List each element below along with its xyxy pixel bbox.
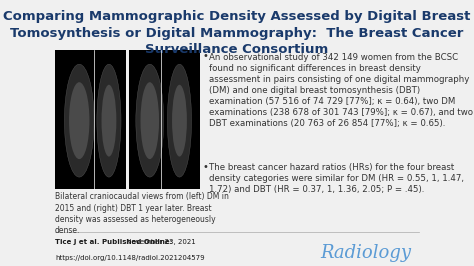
Ellipse shape xyxy=(101,85,116,157)
Text: An observational study of 342 149 women from the BCSC found no significant diffe: An observational study of 342 149 women … xyxy=(209,53,473,128)
Ellipse shape xyxy=(172,85,187,157)
Ellipse shape xyxy=(69,82,90,159)
Ellipse shape xyxy=(167,64,191,177)
Text: Radiology: Radiology xyxy=(320,244,411,262)
Ellipse shape xyxy=(136,64,164,177)
Text: •: • xyxy=(202,51,209,61)
Ellipse shape xyxy=(140,82,159,159)
FancyBboxPatch shape xyxy=(55,50,126,189)
FancyBboxPatch shape xyxy=(129,50,200,189)
Text: Bilateral craniocaudal views from (left) DM in
2015 and (right) DBT 1 year later: Bilateral craniocaudal views from (left)… xyxy=(55,193,229,235)
Ellipse shape xyxy=(97,64,121,177)
Text: Comparing Mammographic Density Assessed by Digital Breast
Tomosynthesis or Digit: Comparing Mammographic Density Assessed … xyxy=(3,10,471,56)
Text: November 23, 2021: November 23, 2021 xyxy=(124,239,196,245)
Ellipse shape xyxy=(64,64,94,177)
Text: Tice J et al. Published Online:: Tice J et al. Published Online: xyxy=(55,239,173,245)
Text: https://doi.org/10.1148/radiol.2021204579: https://doi.org/10.1148/radiol.202120457… xyxy=(55,255,205,261)
Text: The breast cancer hazard ratios (HRs) for the four breast density categories wer: The breast cancer hazard ratios (HRs) fo… xyxy=(209,163,464,194)
Text: •: • xyxy=(202,162,209,172)
